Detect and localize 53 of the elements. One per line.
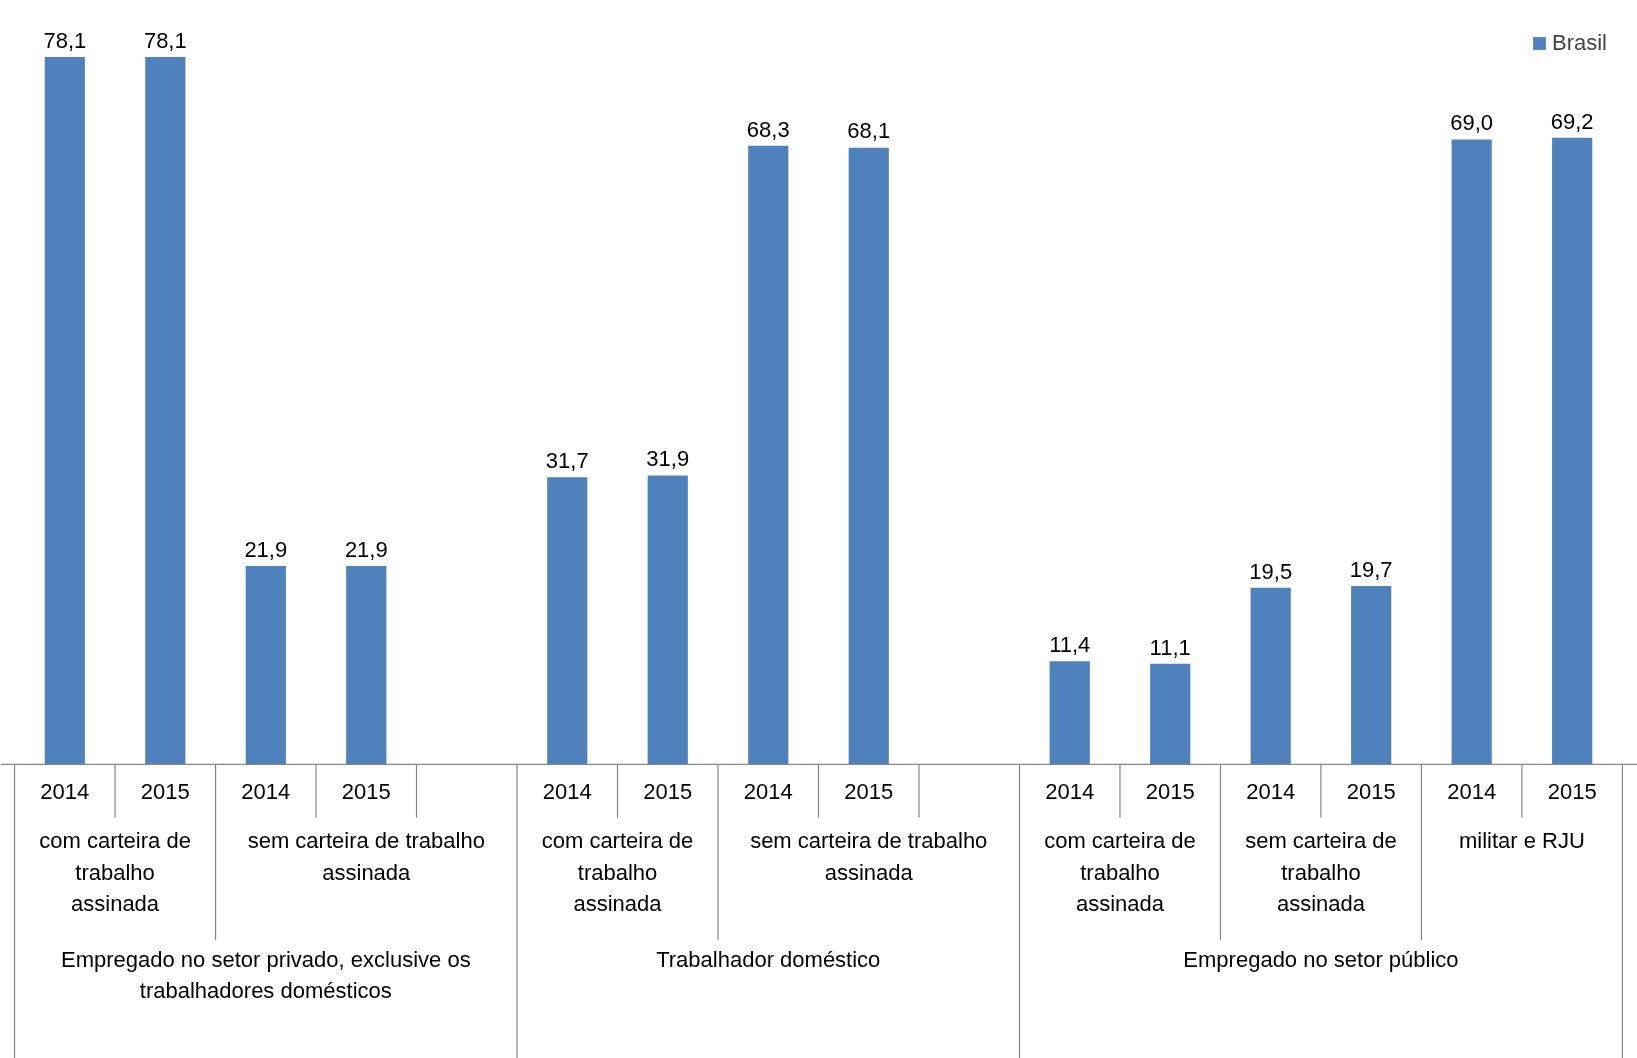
bar — [547, 477, 588, 765]
data-label: 31,7 — [545, 448, 589, 474]
text: com carteira de trabalho assinada — [1044, 828, 1196, 916]
data-label: 21,9 — [244, 536, 288, 562]
text: militar e RJU — [1458, 828, 1585, 854]
data-label: 78,1 — [43, 27, 87, 53]
text: Empregado no setor privado, exclusive os trabalhadores domésticos — [60, 946, 471, 1004]
x-tick-label: 2015 — [140, 778, 190, 804]
x-tick-label: 2015 — [341, 778, 391, 804]
bar — [245, 566, 286, 765]
x-tick-label: 2014 — [241, 778, 291, 804]
bar — [145, 57, 186, 765]
text: Empregado no setor público — [1183, 946, 1459, 972]
data-label: 69,0 — [1450, 110, 1494, 136]
x-tick-label: 2015 — [1346, 778, 1396, 804]
data-label: 68,1 — [847, 118, 891, 144]
x-tick-label: 2014 — [1045, 778, 1095, 804]
x-tick-label: 2014 — [40, 778, 90, 804]
x-tick-label: 2015 — [1145, 778, 1195, 804]
data-label: 69,2 — [1550, 108, 1594, 134]
text: sem carteira de trabalho assinada — [1245, 828, 1397, 916]
bar — [44, 57, 85, 765]
x-tick-label: 2015 — [844, 778, 894, 804]
x-tick-label: 2014 — [743, 778, 793, 804]
x-tick-label: 2014 — [1447, 778, 1497, 804]
bar — [1049, 661, 1090, 765]
data-label: 68,3 — [746, 116, 790, 142]
bar — [647, 475, 688, 765]
text: Trabalhador doméstico — [656, 946, 881, 972]
bar — [1150, 663, 1191, 765]
data-label: 31,9 — [646, 446, 690, 472]
text: com carteira de trabalho assinada — [39, 828, 191, 916]
bar — [1351, 585, 1392, 765]
bar — [748, 145, 789, 765]
text: com carteira de trabalho assinada — [541, 828, 694, 916]
text: sem carteira de trabalho assinada — [247, 828, 485, 885]
x-tick-label: 2015 — [1547, 778, 1597, 804]
bar — [1552, 137, 1593, 765]
bar — [1250, 587, 1291, 765]
x-tick-label: 2015 — [643, 778, 693, 804]
bar — [346, 566, 387, 765]
data-label: 11,1 — [1149, 634, 1191, 660]
bar — [1451, 139, 1492, 765]
data-label: 19,7 — [1349, 556, 1393, 582]
data-label: 21,9 — [344, 536, 388, 562]
data-label: 19,5 — [1249, 558, 1293, 584]
legend-label: Brasil — [1551, 30, 1607, 56]
x-tick-label: 2014 — [542, 778, 592, 804]
data-label: 11,4 — [1049, 631, 1091, 657]
text: sem carteira de trabalho assinada — [750, 828, 988, 885]
data-label: 78,1 — [143, 27, 187, 53]
bar — [848, 147, 889, 765]
x-tick-label: 2014 — [1246, 778, 1296, 804]
